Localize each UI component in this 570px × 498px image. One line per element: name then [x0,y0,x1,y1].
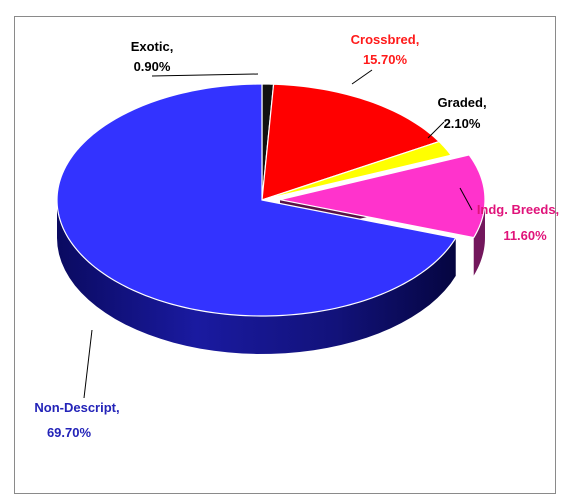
leader-line-indg-breeds [459,187,473,211]
slice-non-descript [56,83,457,317]
slice-graded [261,140,453,201]
label-exotic-name: Exotic, [131,39,174,54]
label-crossbred-value: 15.70% [363,52,408,67]
label-graded-value: 2.10% [444,116,481,131]
label-non-descript-name: Non-Descript, [34,400,119,415]
label-exotic-value: 0.90% [134,59,171,74]
slice-side-non-descript [57,200,456,354]
slice-crossbred [261,83,441,201]
slice-side-indg-breeds [473,199,485,276]
leader-line-exotic [151,73,259,77]
slice-indg-breeds [279,154,486,239]
label-non-descript-value: 69.70% [47,425,92,440]
label-crossbred-name: Crossbred, [351,32,420,47]
leader-line-graded [427,121,445,139]
label-indg-breeds-value: 11.60% [503,228,547,243]
label-graded-name: Graded, [437,95,486,110]
pie-slices [56,83,486,317]
leader-line-crossbred [351,69,373,85]
leader-line-non-descript [83,329,93,399]
label-indg-breeds-name: Indg. Breeds, [477,202,559,217]
leader-lines [83,69,473,399]
